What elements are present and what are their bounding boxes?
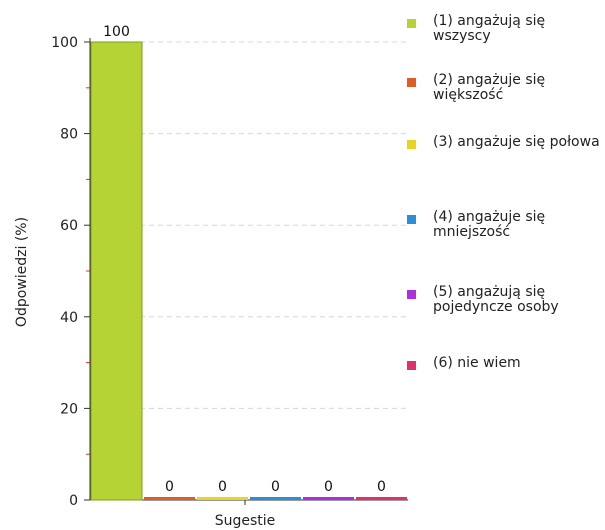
legend-item: (5) angażują się pojedyncze osoby	[403, 285, 603, 315]
bar-value-label: 0	[324, 479, 333, 495]
bar	[90, 41, 143, 501]
legend-item: (3) angażuje się połowa	[403, 135, 603, 150]
y-tick-label: 100	[51, 35, 78, 51]
legend-item: (6) nie wiem	[403, 356, 603, 371]
bar	[144, 497, 195, 500]
bar	[197, 497, 248, 500]
gridlines	[140, 41, 408, 409]
y-tick-label: 40	[60, 310, 78, 326]
legend-swatch	[407, 361, 416, 370]
x-axis-title: Sugestie	[215, 513, 276, 529]
legend-swatch	[407, 215, 416, 224]
legend-item: (2) angażuje się większość	[403, 73, 603, 103]
y-tick-label: 60	[60, 218, 78, 234]
bar	[250, 497, 301, 500]
legend-label: (1) angażują się wszyscy	[433, 13, 546, 44]
data-labels: 100 0 0 0 0 0	[103, 24, 386, 495]
legend-swatch	[407, 290, 416, 299]
bar	[303, 497, 354, 500]
legend-item: (1) angażują się wszyscy	[403, 14, 603, 44]
bars	[90, 41, 407, 501]
legend-label: (2) angażuje się większość	[433, 72, 546, 103]
bar-value-label: 0	[165, 479, 174, 495]
y-axis-title: Odpowiedzi (%)	[14, 217, 30, 327]
legend-swatch	[407, 78, 416, 87]
legend-label: (4) angażuje się mniejszość	[433, 209, 546, 240]
bar-value-label: 100	[103, 24, 130, 40]
y-tick-label: 80	[60, 127, 78, 143]
legend-swatch	[407, 19, 416, 28]
bar-value-label: 0	[377, 479, 386, 495]
bar-value-label: 0	[271, 479, 280, 495]
bar-value-label: 0	[218, 479, 227, 495]
y-tick-label: 20	[60, 401, 78, 417]
legend-label: (3) angażuje się połowa	[433, 134, 600, 150]
legend-swatch	[407, 140, 416, 149]
legend-label: (6) nie wiem	[433, 355, 521, 371]
axes: 0 20 40 60 80 100	[51, 35, 408, 509]
legend-item: (4) angażuje się mniejszość	[403, 210, 603, 240]
bar	[356, 497, 407, 500]
y-tick-label: 0	[69, 493, 78, 509]
legend-label: (5) angażują się pojedyncze osoby	[433, 284, 559, 315]
